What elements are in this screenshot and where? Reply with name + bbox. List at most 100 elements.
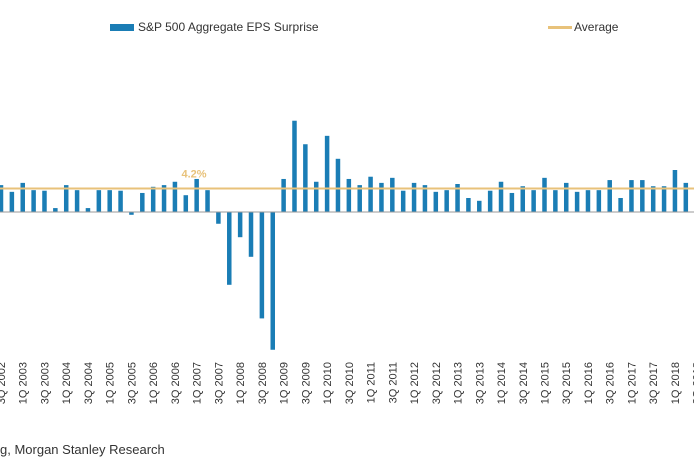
bar-2q-2007: [205, 190, 210, 212]
bar-4q-2009: [313, 181, 319, 212]
bar-2q-2016: [596, 190, 602, 212]
x-tick-label: 1Q 2003: [18, 362, 30, 404]
bar-2q-2008: [248, 212, 254, 257]
x-tick-label: 3Q 2004: [83, 362, 95, 404]
bar-1q-2014: [498, 181, 504, 212]
bar-2q-2004: [74, 190, 80, 212]
bar-4q-2003: [53, 208, 58, 212]
bar-4q-2010: [357, 185, 362, 212]
x-tick-label: 3Q 2010: [344, 362, 356, 404]
x-tick-label: 3Q 2018: [692, 362, 694, 404]
x-tick-label: 1Q 2010: [322, 362, 334, 404]
bar-4q-2012: [444, 190, 449, 212]
x-tick-label: 3Q 2016: [605, 362, 617, 404]
bar-2q-2013: [466, 198, 471, 212]
x-tick-label: 1Q 2014: [496, 362, 508, 404]
bar-4q-2002: [9, 191, 15, 212]
bar-1q-2018: [672, 170, 678, 212]
x-tick-label: 1Q 2013: [453, 362, 465, 404]
bar-1q-2010: [324, 135, 330, 212]
x-tick-label: 3Q 2014: [518, 362, 530, 404]
x-tick-label: 1Q 2007: [192, 362, 204, 404]
x-tick-label: 1Q 2018: [670, 362, 682, 404]
bar-4q-2007: [227, 212, 232, 285]
bar-1q-2009: [281, 178, 286, 212]
bar-1q-2003: [20, 182, 25, 212]
bar-2q-2017: [640, 180, 645, 212]
x-tick-label: 1Q 2004: [61, 362, 73, 404]
legend-item-average: Average: [548, 20, 618, 34]
bar-2q-2012: [422, 185, 428, 212]
x-tick-label: 3Q 2007: [213, 362, 225, 404]
bar-3q-2011: [390, 177, 395, 212]
bar-1q-2013: [455, 184, 460, 212]
bar-4q-2015: [574, 191, 580, 212]
bar-3q-2006: [172, 181, 178, 212]
x-tick-label: 1Q 2017: [626, 362, 638, 404]
bar-3q-2017: [650, 186, 656, 212]
bar-3q-2003: [42, 190, 47, 212]
bar-1q-2015: [542, 177, 547, 212]
bar-1q-2007: [194, 178, 199, 212]
bar-1q-2005: [107, 190, 112, 212]
bar-1q-2004: [63, 185, 69, 212]
legend-swatch-line-icon: [548, 25, 572, 29]
bar-2q-2006: [161, 185, 167, 212]
bar-4q-2004: [96, 190, 102, 212]
x-tick-label: 3Q 2006: [170, 362, 182, 404]
x-tick-label: 1Q 2006: [148, 362, 160, 404]
bar-4q-2014: [531, 190, 536, 212]
x-tick-label: 3Q 2003: [39, 362, 51, 404]
x-tick-label: 3Q 2013: [474, 362, 486, 404]
bar-3q-2008: [259, 212, 265, 319]
bar-3q-2015: [563, 182, 569, 212]
bar-1q-2006: [150, 186, 156, 212]
x-tick-label: 1Q 2012: [409, 362, 421, 404]
x-tick-label: 1Q 2005: [105, 362, 117, 404]
x-tick-label: 3Q 2009: [300, 362, 312, 404]
legend-item-eps-surprise: S&P 500 Aggregate EPS Surprise: [110, 20, 319, 34]
bar-2q-2010: [335, 158, 341, 212]
bar-3q-2007: [216, 212, 221, 224]
x-tick-label: 1Q 2015: [540, 362, 552, 404]
bar-4q-2008: [270, 212, 275, 350]
bar-2q-2014: [509, 192, 515, 212]
source-note: g, Morgan Stanley Research: [0, 442, 165, 457]
x-tick-label: 1Q 2009: [279, 362, 291, 404]
x-tick-label: 3Q 2017: [648, 362, 660, 404]
x-tick-label: 3Q 2002: [0, 362, 8, 404]
bar-3q-2014: [520, 186, 526, 212]
x-tick-label: 1Q 2016: [583, 362, 595, 404]
bar-2q-2009: [292, 120, 297, 212]
bar-3q-2010: [346, 178, 352, 212]
bar-3q-2002: [0, 185, 4, 212]
eps-surprise-chart: 4.2% 3Q 2002 1Q 2003 3Q 2003 1Q 2004 3Q 2004 1…: [0, 120, 694, 404]
bar-2q-2003: [31, 190, 36, 212]
x-tick-label: 1Q 2011: [366, 362, 378, 403]
x-tick-label: 3Q 2015: [561, 362, 573, 404]
bar-1q-2017: [629, 180, 634, 212]
bar-1q-2012: [411, 182, 417, 212]
bar-1q-2011: [368, 176, 373, 212]
bar-3q-2013: [477, 200, 482, 212]
x-tick-label: 1Q 2008: [235, 362, 247, 404]
legend-label-average: Average: [574, 20, 619, 34]
x-tick-label: 3Q 2011: [387, 362, 399, 403]
x-tick-label: 3Q 2012: [431, 362, 443, 404]
bar-3q-2005: [129, 212, 134, 215]
bar-2q-2005: [118, 190, 123, 212]
bar-2q-2018: [683, 182, 689, 212]
bar-2q-2015: [553, 190, 558, 212]
bar-4q-2016: [618, 198, 623, 212]
x-tick-label: 3Q 2005: [126, 362, 138, 404]
legend-label-eps-surprise: S&P 500 Aggregate EPS Surprise: [138, 20, 319, 34]
legend-swatch-bar-icon: [110, 23, 134, 31]
bar-4q-2005: [140, 192, 145, 212]
bar-1q-2016: [585, 190, 591, 212]
bar-1q-2008: [237, 212, 243, 238]
bar-3q-2016: [607, 180, 612, 212]
bar-4q-2017: [661, 186, 667, 212]
bar-3q-2009: [303, 144, 308, 212]
average-value-label: 4.2%: [181, 168, 206, 180]
bar-3q-2012: [433, 191, 439, 212]
